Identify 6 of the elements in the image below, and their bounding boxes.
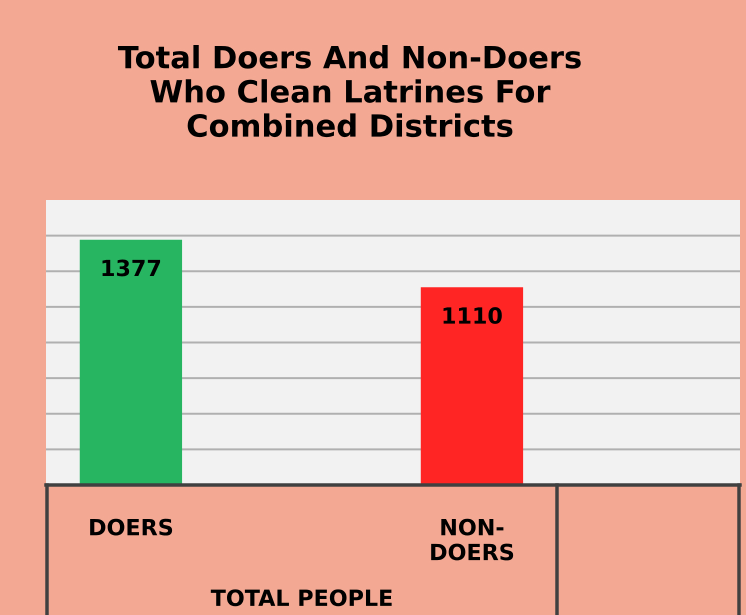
x-axis-title: TOTAL PEOPLE [210,589,392,606]
x-tick-label: NON- DOERS [431,518,514,560]
data-label: 1110 [444,307,502,324]
data-label: 1377 [102,260,160,276]
chart-title: Total Doers And Non-Doers Who Clean Latrines For Combined Districts [118,45,581,138]
x-tick-label: DOERS [90,518,172,536]
